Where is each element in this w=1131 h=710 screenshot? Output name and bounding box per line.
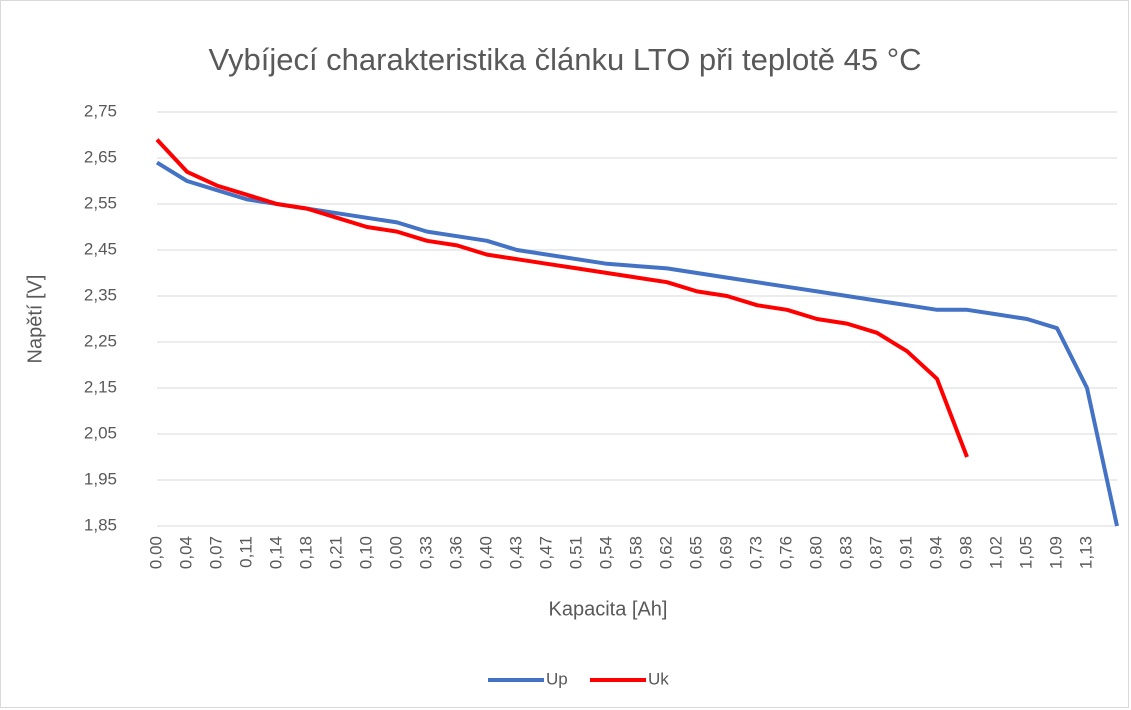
legend-label: Uk [648,669,669,688]
x-tick-label: 0,33 [416,536,435,569]
x-tick-label: 0,94 [926,536,945,569]
y-tick-label: 2,05 [84,423,117,442]
x-tick-label: 0,43 [506,536,525,569]
x-tick-label: 0,21 [326,536,345,569]
x-tick-label: 1,09 [1046,536,1065,569]
x-tick-label: 0,62 [656,536,675,569]
x-tick-label: 0,11 [236,536,255,568]
x-tick-label: 0,04 [176,536,195,569]
x-tick-label: 0,00 [146,536,165,569]
x-axis-label: Kapacita [Ah] [549,598,668,620]
x-tick-label: 0,14 [266,536,285,569]
y-tick-label: 2,65 [84,147,117,166]
x-tick-label: 0,58 [626,536,645,569]
x-tick-label: 0,54 [596,536,615,569]
y-tick-label: 2,75 [84,101,117,120]
line-series [155,138,969,458]
x-tick-label: 1,13 [1076,536,1095,569]
x-tick-label: 0,51 [566,536,585,569]
x-tick-label: 0,47 [536,536,555,569]
x-tick-label: 0,40 [476,536,495,569]
chart-title: Vybíjecí charakteristika článku LTO při … [208,42,921,77]
y-axis-label: Napětí [V] [24,275,46,364]
x-tick-label: 0,65 [686,536,705,569]
x-tick-label: 1,02 [986,536,1005,569]
x-tick-label: 0,83 [836,536,855,569]
x-tick-label: 0,00 [386,536,405,569]
x-tick-label: 0,80 [806,536,825,569]
legend-label: Up [546,669,568,688]
y-tick-label: 2,15 [84,377,117,396]
x-tick-label: 0,98 [956,536,975,569]
x-tick-label: 0,18 [296,536,315,569]
x-tick-label: 0,07 [206,536,225,569]
x-tick-label: 0,76 [776,536,795,569]
y-tick-label: 1,85 [84,515,117,534]
y-tick-label: 2,35 [84,285,117,304]
y-tick-label: 2,55 [84,193,117,212]
x-tick-label: 0,36 [446,536,465,569]
x-tick-label: 0,87 [866,536,885,569]
y-tick-label: 2,45 [84,239,117,258]
x-tick-label: 0,91 [896,536,915,569]
x-tick-label: 0,73 [746,536,765,569]
x-tick-label: 1,05 [1016,536,1035,569]
x-tick-label: 0,10 [356,536,375,569]
y-tick-label: 2,25 [84,331,117,350]
y-tick-label: 1,95 [84,469,117,488]
x-tick-label: 0,69 [716,536,735,569]
